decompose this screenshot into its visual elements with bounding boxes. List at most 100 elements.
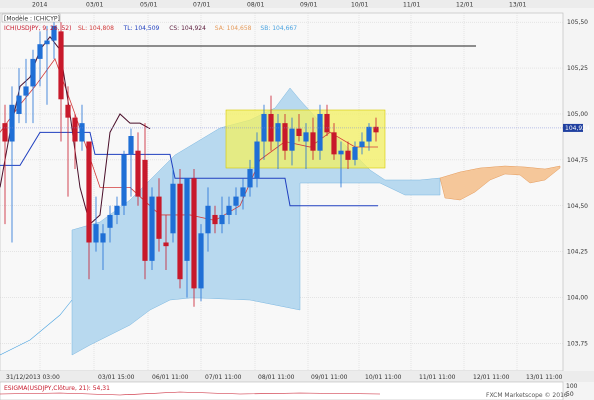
top-date-label: 09/01: [300, 2, 317, 9]
candle-body: [30, 58, 36, 87]
bottom-date-label: 31/12/2013 03:00: [6, 374, 60, 381]
candle-body: [324, 113, 330, 133]
top-date-label: 11/01: [403, 2, 420, 9]
y-axis: 103,75 104,00 104,25 104,50 104,75 105,00 105,…: [567, 19, 588, 347]
candle-body: [254, 141, 260, 179]
candle-body: [79, 123, 85, 142]
candle-body: [9, 104, 15, 142]
legend: [Modèle : ICHICYP] ICH(USDJPY, 9, 26, 52…: [1, 13, 297, 32]
candle-body: [240, 187, 246, 197]
candle-body: [310, 132, 316, 151]
candle-body: [373, 126, 379, 133]
candle-body: [163, 242, 169, 247]
bottom-date-label: 07/01 11:00: [205, 374, 242, 381]
bottom-date-label: 03/01 15:00: [98, 374, 135, 381]
legend-item: SB: 104,667: [260, 25, 297, 32]
bottom-date-label: 08/01 11:00: [258, 374, 295, 381]
candle-body: [93, 224, 99, 243]
oscillator-axis-50: 50: [566, 391, 574, 398]
candle-body: [114, 205, 120, 215]
candle-body: [16, 95, 22, 114]
candle-body: [37, 44, 43, 59]
candle-body: [331, 132, 337, 155]
bottom-date-label: 11/01 11:00: [419, 374, 456, 381]
candle-body: [366, 126, 372, 142]
y-tick-label: 104,50: [567, 203, 588, 210]
candle-body: [345, 150, 351, 160]
candle-body: [275, 123, 281, 142]
y-tick-label: 104,25: [567, 249, 588, 256]
candle-body: [338, 150, 344, 155]
oscillator-axis-100: 100: [566, 383, 578, 390]
cloud-bearish: [439, 165, 561, 201]
bottom-date-label: 13/01 11:00: [526, 374, 563, 381]
legend-item: CS: 104,924: [169, 25, 206, 32]
current-price-marker: 104,924: [0, 123, 590, 132]
senkou-b-line: [0, 299, 73, 356]
candle-body: [177, 183, 183, 280]
candle-body: [219, 214, 225, 225]
candle-body: [282, 123, 288, 151]
candle-body: [289, 128, 295, 151]
y-tick-label: 104,00: [567, 295, 588, 302]
bottom-date-label: 10/01 11:00: [365, 374, 402, 381]
y-tick-label: 104,75: [567, 157, 588, 164]
bottom-date-label: 09/01 11:00: [311, 374, 348, 381]
watermark: FXCM Marketscope © 2016: [486, 392, 568, 399]
legend-item: SL: 104,808: [78, 25, 114, 32]
y-tick-label: 105,50: [567, 19, 588, 26]
candle-body: [128, 136, 134, 155]
candle-body: [65, 104, 71, 118]
candle-body: [107, 214, 113, 228]
candle-body: [205, 205, 211, 234]
candle-body: [233, 196, 239, 206]
candle-body: [100, 233, 106, 243]
candle-body: [2, 123, 8, 142]
top-date-label: 05/01: [140, 2, 157, 9]
y-tick-label: 103,75: [567, 340, 588, 347]
oscillator-line: [0, 391, 381, 396]
candle-body: [359, 141, 365, 148]
oscillator-label: ESIGMA(USDJPY,Clôture, 21): 54,31: [4, 385, 110, 392]
candle-body: [121, 154, 127, 206]
top-date-label: 13/01: [509, 2, 526, 9]
bottom-date-axis: 31/12/2013 03:00 03/01 15:00 06/01 11:00 07…: [6, 374, 563, 381]
indicator-label: ICH(USDJPY, 9, 26, 52): [4, 25, 71, 32]
candle-body: [23, 86, 29, 96]
y-tick-label: 105,25: [567, 65, 588, 72]
candle-body: [317, 113, 323, 151]
candle-body: [352, 147, 358, 160]
tenkan-sen-line: [0, 58, 378, 221]
chart-title: [Modèle : ICHICYP]: [4, 16, 60, 23]
top-date-label: 03/01: [86, 2, 103, 9]
top-date-bar: [0, 0, 594, 8]
bottom-date-label: 06/01 11:00: [152, 374, 189, 381]
bottom-date-label: 12/01 11:00: [473, 374, 510, 381]
candle-body: [149, 196, 155, 261]
bottom-date-bar: [0, 371, 594, 382]
candle-body: [198, 233, 204, 289]
oscillator-panel: [0, 381, 564, 400]
candle-body: [184, 178, 190, 261]
candle-body: [58, 31, 64, 100]
top-date-axis: 2014 03/01 05/01 07/01 08/01 09/01 10/01 11/01 1…: [32, 2, 526, 9]
candle-body: [226, 205, 232, 215]
top-date-label: 10/01: [351, 2, 368, 9]
current-price-label: 104,924: [565, 125, 590, 132]
top-date-label: 08/01: [247, 2, 264, 9]
candle-body: [44, 40, 50, 45]
candle-body: [303, 132, 309, 142]
candle-body: [135, 150, 141, 197]
candle-body: [86, 141, 92, 243]
y-tick-label: 105,00: [567, 111, 588, 118]
candle-body: [296, 128, 302, 137]
legend-item: SA: 104,658: [215, 25, 252, 32]
top-date-label: 12/01: [456, 2, 473, 9]
candle-body: [212, 214, 218, 225]
legend-item: TL: 104,509: [123, 25, 160, 32]
candle-body: [72, 117, 78, 142]
candle-body: [51, 25, 57, 41]
top-date-label: 07/01: [193, 2, 210, 9]
candle-body: [170, 183, 176, 234]
